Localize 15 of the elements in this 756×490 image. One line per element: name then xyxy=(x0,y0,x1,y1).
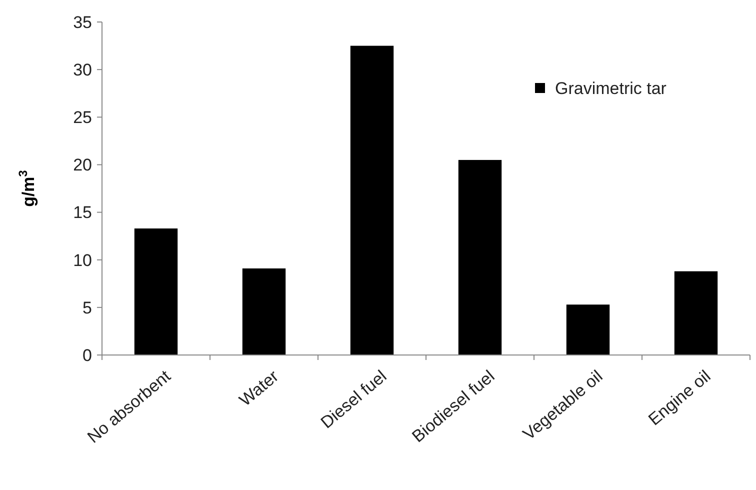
y-tick-label: 25 xyxy=(73,108,92,128)
bar xyxy=(566,304,610,355)
bar xyxy=(134,228,178,355)
y-tick-label: 35 xyxy=(73,12,92,32)
bar xyxy=(458,160,502,355)
y-tick-label: 15 xyxy=(73,203,92,222)
y-tick-label: 20 xyxy=(73,156,92,175)
y-tick-label: 0 xyxy=(82,346,92,365)
legend-label: Gravimetric tar xyxy=(555,78,667,98)
bar xyxy=(350,46,394,355)
bar xyxy=(242,268,286,355)
y-tick-label: 30 xyxy=(73,60,92,80)
bar xyxy=(674,271,718,355)
y-tick-label: 5 xyxy=(82,298,92,318)
y-tick-label: 10 xyxy=(73,250,92,270)
